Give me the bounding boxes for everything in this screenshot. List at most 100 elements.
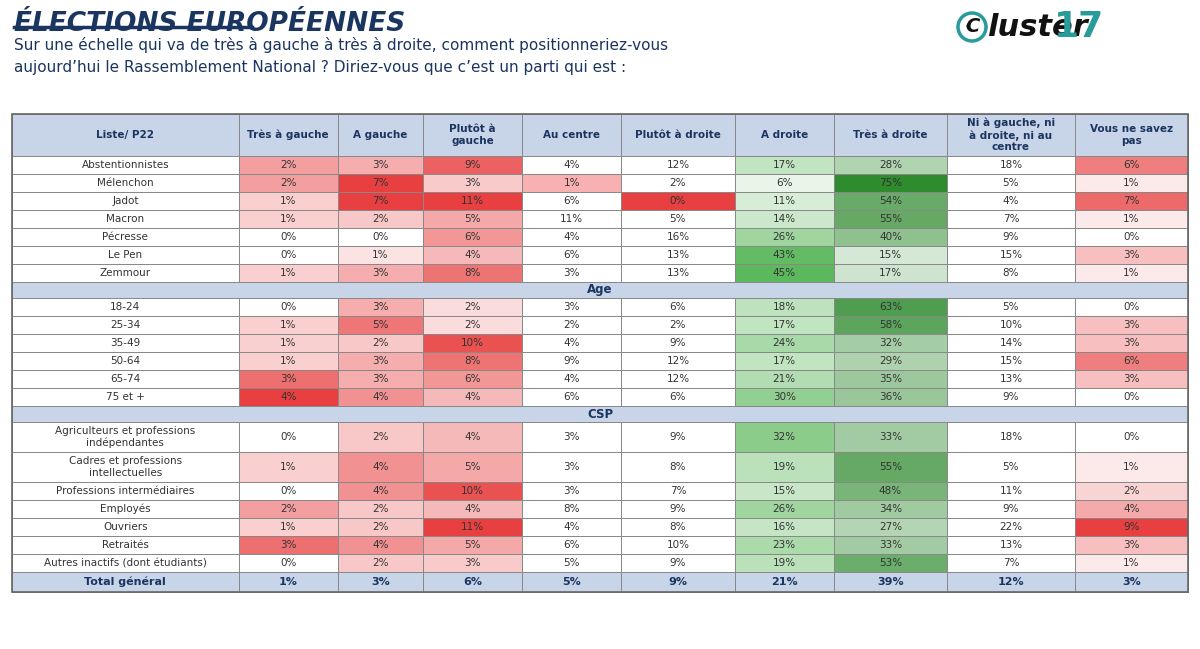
- Bar: [12, 192, 239, 210]
- Text: 7%: 7%: [1003, 214, 1019, 224]
- Text: 5%: 5%: [464, 462, 481, 472]
- Bar: [834, 370, 947, 388]
- Bar: [834, 210, 947, 228]
- Bar: [522, 210, 622, 228]
- Bar: [622, 352, 734, 370]
- Text: 2%: 2%: [280, 504, 296, 514]
- Text: Mélenchon: Mélenchon: [97, 178, 154, 188]
- Bar: [947, 500, 1075, 518]
- Text: 1%: 1%: [564, 178, 580, 188]
- Text: 9%: 9%: [670, 432, 686, 442]
- Text: 28%: 28%: [878, 160, 902, 170]
- Text: 63%: 63%: [878, 302, 902, 312]
- Text: 18%: 18%: [773, 302, 796, 312]
- Bar: [734, 156, 834, 174]
- Bar: [947, 114, 1075, 156]
- Text: 10%: 10%: [1000, 320, 1022, 330]
- Bar: [834, 422, 947, 452]
- Bar: [947, 536, 1075, 554]
- Text: 17%: 17%: [878, 268, 902, 278]
- Bar: [1075, 500, 1188, 518]
- Bar: [239, 388, 338, 406]
- Text: 54%: 54%: [878, 196, 902, 206]
- Bar: [522, 114, 622, 156]
- Bar: [1075, 536, 1188, 554]
- Text: 1%: 1%: [1123, 214, 1140, 224]
- Text: 5%: 5%: [563, 577, 581, 587]
- Bar: [12, 282, 1188, 298]
- Text: 24%: 24%: [773, 338, 796, 348]
- Text: 2%: 2%: [372, 338, 389, 348]
- Bar: [947, 388, 1075, 406]
- Text: 7%: 7%: [1123, 196, 1140, 206]
- Bar: [338, 422, 422, 452]
- Bar: [1075, 422, 1188, 452]
- Bar: [522, 228, 622, 246]
- Text: 1%: 1%: [280, 522, 296, 532]
- Text: 12%: 12%: [666, 160, 690, 170]
- Text: 3%: 3%: [1123, 540, 1140, 550]
- Bar: [12, 334, 239, 352]
- Bar: [12, 370, 239, 388]
- Bar: [422, 316, 522, 334]
- Text: 16%: 16%: [773, 522, 796, 532]
- Text: 29%: 29%: [878, 356, 902, 366]
- Bar: [834, 156, 947, 174]
- Bar: [12, 246, 239, 264]
- Text: 1%: 1%: [1123, 178, 1140, 188]
- Text: 6%: 6%: [1123, 160, 1140, 170]
- Text: 5%: 5%: [1003, 302, 1019, 312]
- Bar: [622, 334, 734, 352]
- Text: 0%: 0%: [280, 250, 296, 260]
- Text: 7%: 7%: [372, 196, 389, 206]
- Text: 0%: 0%: [280, 432, 296, 442]
- Bar: [1075, 228, 1188, 246]
- Bar: [1075, 554, 1188, 572]
- Bar: [422, 192, 522, 210]
- Text: 15%: 15%: [1000, 356, 1022, 366]
- Bar: [12, 352, 239, 370]
- Bar: [734, 228, 834, 246]
- Text: 5%: 5%: [1003, 178, 1019, 188]
- Text: 3%: 3%: [1123, 250, 1140, 260]
- Bar: [239, 264, 338, 282]
- Bar: [239, 352, 338, 370]
- Bar: [422, 298, 522, 316]
- Bar: [734, 174, 834, 192]
- Bar: [338, 298, 422, 316]
- Bar: [947, 518, 1075, 536]
- Bar: [422, 554, 522, 572]
- Text: 48%: 48%: [878, 486, 902, 496]
- Bar: [834, 554, 947, 572]
- Bar: [1075, 174, 1188, 192]
- Bar: [239, 246, 338, 264]
- Bar: [239, 452, 338, 482]
- Text: 18-24: 18-24: [110, 302, 140, 312]
- Bar: [622, 482, 734, 500]
- Text: 3%: 3%: [372, 268, 389, 278]
- Bar: [622, 554, 734, 572]
- Bar: [734, 352, 834, 370]
- Text: 9%: 9%: [670, 558, 686, 568]
- Bar: [522, 298, 622, 316]
- Bar: [734, 452, 834, 482]
- Bar: [522, 536, 622, 554]
- Bar: [1075, 388, 1188, 406]
- Text: 1%: 1%: [1123, 462, 1140, 472]
- Bar: [239, 518, 338, 536]
- Text: 2%: 2%: [670, 320, 686, 330]
- Text: 3%: 3%: [564, 432, 580, 442]
- Text: 15%: 15%: [878, 250, 902, 260]
- Text: 6%: 6%: [464, 232, 481, 242]
- Bar: [12, 156, 239, 174]
- Text: 2%: 2%: [372, 504, 389, 514]
- Bar: [239, 334, 338, 352]
- Text: 2%: 2%: [372, 558, 389, 568]
- Text: 19%: 19%: [773, 462, 796, 472]
- Text: 9%: 9%: [1003, 392, 1019, 402]
- Bar: [1075, 572, 1188, 592]
- Text: 19%: 19%: [773, 558, 796, 568]
- Text: 9%: 9%: [1123, 522, 1140, 532]
- Text: Plutôt à droite: Plutôt à droite: [635, 130, 721, 140]
- Text: 3%: 3%: [1123, 338, 1140, 348]
